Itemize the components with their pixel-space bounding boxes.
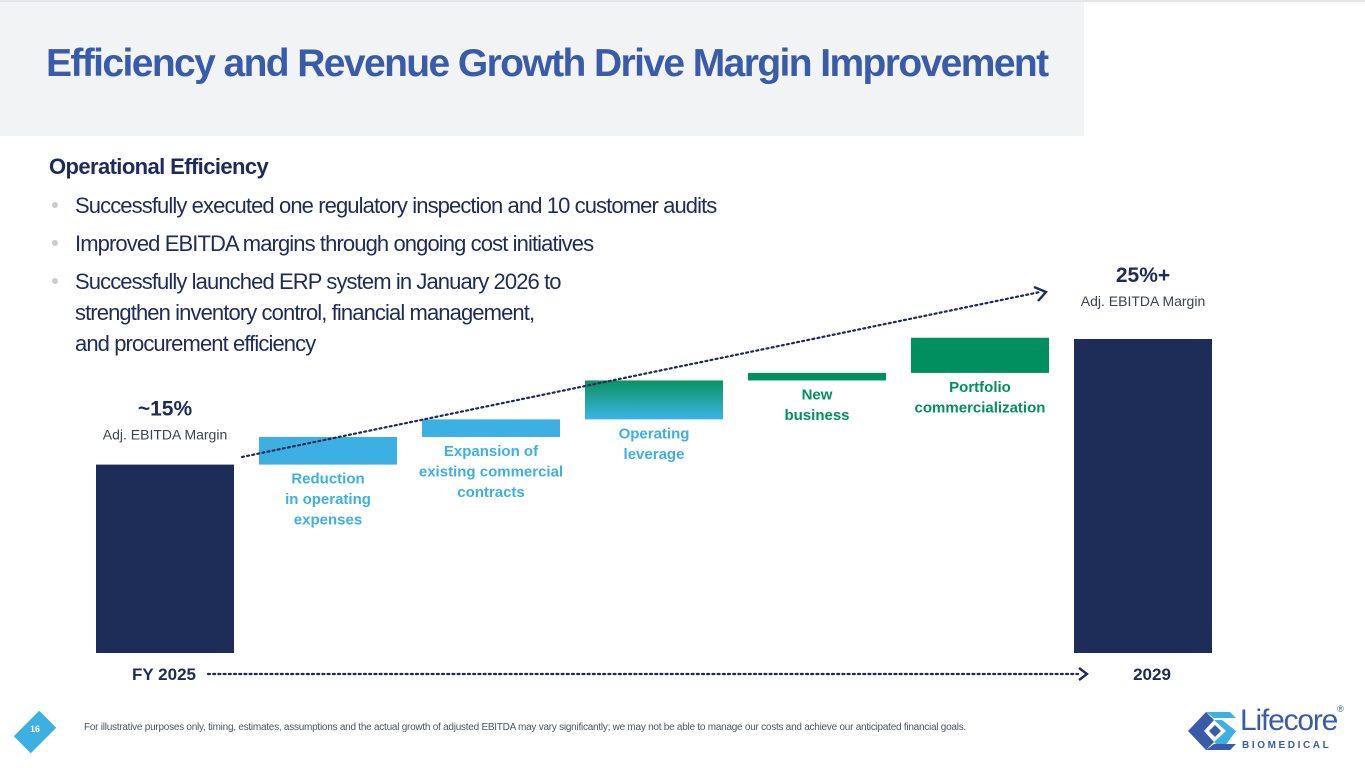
bullet-text-line: strengthen inventory control, financial …: [75, 300, 535, 325]
header-band: [0, 2, 1084, 136]
end-value-label: 25%+: [1116, 264, 1170, 287]
step-label-line: Operating: [619, 425, 690, 442]
page-number: 16: [29, 724, 40, 734]
bar-step-1: [259, 436, 397, 465]
bar-end-2029: [1074, 339, 1212, 653]
top-border: [0, 0, 1365, 2]
bar-step-3: [585, 380, 723, 420]
bullet-text-line: Successfully executed one regulatory ins…: [75, 193, 717, 218]
trend-arrowhead-icon: [1033, 285, 1049, 302]
axis-label-start: FY 2025: [132, 665, 196, 684]
step-label-line: expenses: [294, 512, 362, 529]
step-label-line: commercialization: [915, 399, 1046, 416]
bullet-item: Improved EBITDA margins through ongoing …: [49, 228, 716, 259]
logo-wordmark: Lifecore®: [1240, 704, 1344, 737]
step-label-line: contracts: [457, 484, 525, 501]
trend-dotted-line: [240, 290, 1042, 459]
page-number-badge: 16: [13, 708, 57, 756]
bullet-item: Successfully executed one regulatory ins…: [49, 190, 717, 221]
bar-step-5: [911, 337, 1049, 373]
step-label-line: Expansion of: [444, 443, 539, 460]
axis-label-end: 2029: [1133, 665, 1171, 684]
bullet-text-line: and procurement efficiency: [75, 331, 316, 356]
bullet-dot-icon: [52, 202, 58, 208]
end-sublabel: Adj. EBITDA Margin: [1081, 293, 1206, 309]
page-title: Efficiency and Revenue Growth Drive Marg…: [46, 42, 1049, 85]
bar-step-4: [748, 372, 886, 381]
margin-waterfall-chart: ~15% Adj. EBITDA Margin Reduction in operat…: [96, 264, 1212, 684]
step-label-line: Portfolio: [949, 379, 1011, 396]
logo-tagline: BIOMEDICAL: [1242, 740, 1332, 751]
bullet-dot-icon: [52, 278, 58, 284]
bullet-text-line: Successfully launched ERP system in Janu…: [75, 269, 562, 294]
step-label-line: Reduction: [291, 471, 364, 488]
lifecore-logo: Lifecore® BIOMEDICAL: [1184, 704, 1354, 758]
start-sublabel: Adj. EBITDA Margin: [103, 427, 228, 443]
step-label-line: New: [802, 386, 833, 403]
bar-step-2: [422, 419, 560, 437]
step-label-line: existing commercial: [419, 463, 563, 480]
step-label-line: in operating: [285, 491, 371, 508]
start-value-label: ~15%: [138, 398, 193, 421]
bullet-item: Successfully launched ERP system in Janu…: [49, 266, 716, 359]
section-heading: Operational Efficiency: [49, 154, 269, 179]
bullet-text-line: Improved EBITDA margins through ongoing …: [75, 231, 594, 256]
bullet-dot-icon: [52, 240, 58, 246]
bar-start-fy2025: [96, 464, 234, 653]
timeline-arrowhead-icon: [1078, 667, 1089, 681]
bullet-list: Successfully executed one regulatory ins…: [49, 190, 717, 366]
logo-diamond-icon: [1188, 712, 1236, 750]
step-label-line: business: [784, 407, 849, 424]
disclaimer-footnote: For illustrative purposes only, timing, …: [84, 722, 966, 733]
step-label-line: leverage: [624, 446, 685, 463]
